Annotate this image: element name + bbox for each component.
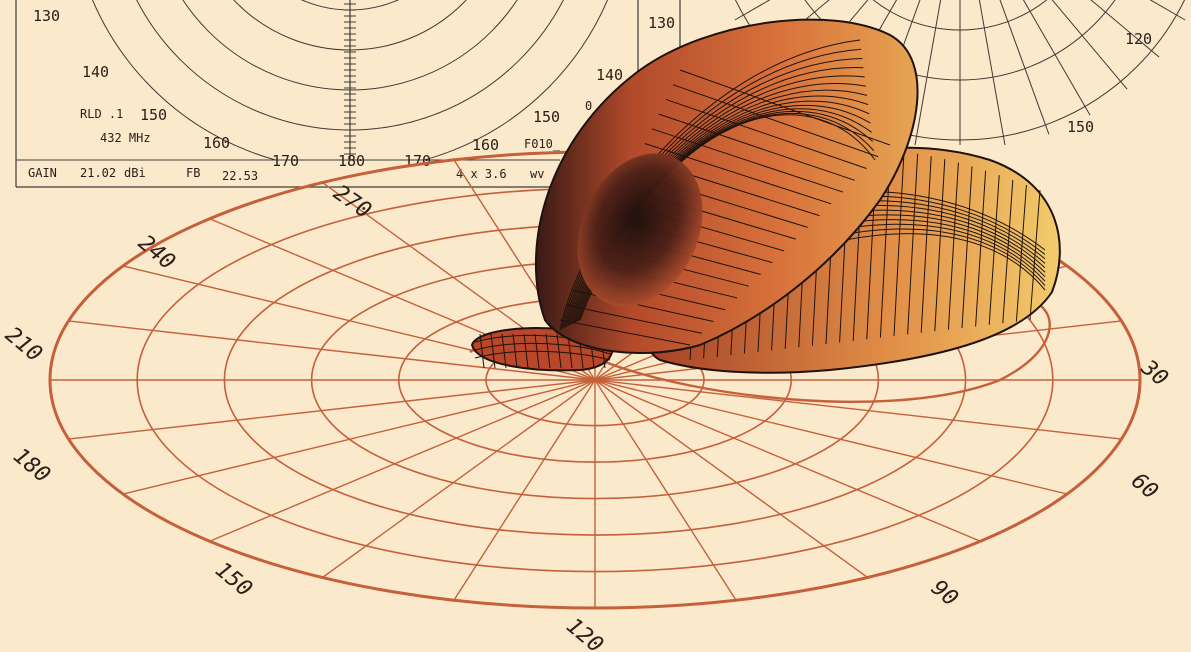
back-lobe-parallel xyxy=(501,333,507,369)
left-angle-160-r: 160 xyxy=(472,136,499,154)
frequency-label: 432 MHz xyxy=(100,131,151,145)
side-lobe-parallel xyxy=(947,162,959,330)
right-polar-spoke xyxy=(1149,0,1186,21)
back-lobe-meridian xyxy=(474,342,611,355)
gain-value: 21.02 xyxy=(80,166,116,180)
right-polar-spoke xyxy=(734,0,771,21)
side-lobe-parallel xyxy=(975,170,987,327)
left-angle-150-r: 150 xyxy=(533,108,560,126)
unit-cut-label: wv xyxy=(530,167,544,181)
right-polar-spoke xyxy=(1090,0,1160,58)
left-angle-130: 130 xyxy=(33,7,60,25)
left-polar-plot: 130 140 150 160 170 180 170 160 150 140 … xyxy=(15,0,639,188)
main-lobe-parallel xyxy=(559,319,691,346)
left-angle-160: 160 xyxy=(203,134,230,152)
main-lobe-parallel xyxy=(672,84,879,158)
right-polar-spoke xyxy=(1022,0,1091,116)
main-lobe-meridian xyxy=(562,57,863,329)
side-lobe-parallel xyxy=(907,153,919,335)
side-lobe-parallel xyxy=(961,166,973,329)
right-angle-120: 120 xyxy=(1125,30,1152,48)
floor-angle-120: 120 xyxy=(561,613,608,652)
main-lobe xyxy=(534,18,919,354)
radiation-pattern-3d xyxy=(470,18,1061,374)
back-lobe-parallel xyxy=(556,333,562,369)
side-lobe-parallel xyxy=(988,175,1000,325)
floor-angle-90: 90 xyxy=(926,575,962,611)
side-lobe-parallel xyxy=(1029,189,1041,321)
main-lobe-parallel xyxy=(566,304,702,334)
left-angle-150: 150 xyxy=(140,106,167,124)
left-angle-170: 170 xyxy=(272,152,299,170)
side-lobe-parallel xyxy=(1015,184,1027,322)
floor-spoke xyxy=(209,379,596,542)
main-lobe-meridian xyxy=(561,48,862,330)
main-lobe-parallel xyxy=(658,113,855,181)
floor-spoke xyxy=(68,379,596,440)
floor-spoke xyxy=(594,379,737,601)
floor-angle-210: 210 xyxy=(0,322,47,367)
floor-spoke xyxy=(68,320,596,381)
floor-angle-180: 180 xyxy=(8,443,55,488)
right-polar-spoke xyxy=(1051,0,1128,90)
rld-label: RLD .1 xyxy=(80,107,123,121)
left-angle-180: 180 xyxy=(338,152,365,170)
size-label: 4 x 3.6 xyxy=(456,167,507,181)
main-lobe-parallel xyxy=(665,98,867,170)
floor-spoke xyxy=(594,379,1122,440)
floor-spoke xyxy=(122,379,596,495)
floor-angle-60: 60 xyxy=(1126,468,1162,504)
right-polar-spoke xyxy=(999,0,1050,135)
zero-label: 0 xyxy=(585,99,592,113)
main-lobe-parallel xyxy=(679,69,891,146)
floor-spoke xyxy=(453,379,596,601)
floor-spoke xyxy=(322,379,596,579)
floor-angle-150: 150 xyxy=(210,557,257,602)
gain-label: GAIN xyxy=(28,166,57,180)
gain-unit: dBi xyxy=(124,166,146,180)
right-angle-130: 130 xyxy=(648,14,675,32)
model-label: F010_ xyxy=(524,137,561,151)
side-lobe-parallel xyxy=(893,151,905,337)
back-lobe-meridian xyxy=(474,350,611,361)
left-angle-140-r: 140 xyxy=(596,66,623,84)
side-lobe-parallel xyxy=(934,159,946,332)
floor-spoke xyxy=(594,379,1068,495)
floor-spoke xyxy=(594,379,868,579)
right-angle-150: 150 xyxy=(1067,118,1094,136)
back-lobe-parallel xyxy=(512,333,518,369)
fb-value: 22.53 xyxy=(222,169,258,183)
back-lobe-parallel xyxy=(479,333,485,369)
left-polar-grid xyxy=(92,0,608,160)
back-lobe-parallel xyxy=(490,333,496,369)
right-polar-spoke xyxy=(914,0,942,145)
left-angle-140: 140 xyxy=(82,63,109,81)
main-lobe-throat xyxy=(577,153,703,307)
side-lobe-parallel xyxy=(1002,180,1014,324)
fb-label: FB xyxy=(186,166,200,180)
right-polar-spoke xyxy=(978,0,1006,145)
main-lobe-parallel xyxy=(644,143,832,205)
main-lobe-parallel xyxy=(651,128,844,193)
side-lobe-parallel xyxy=(920,156,932,333)
floor-spoke xyxy=(594,379,981,542)
